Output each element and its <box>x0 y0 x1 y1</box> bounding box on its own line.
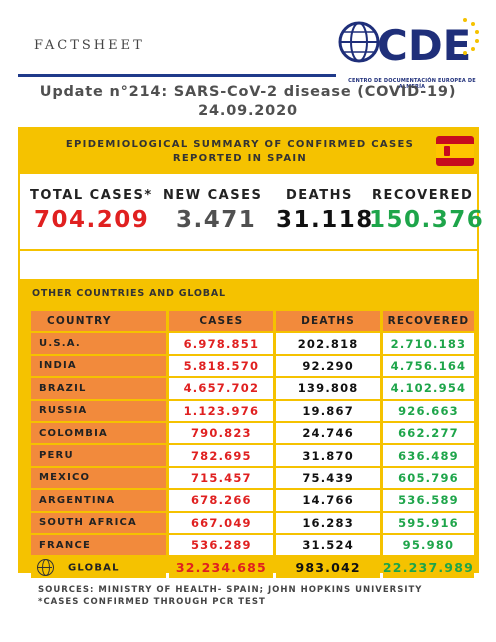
recovered-cell: 4.102.954 <box>382 378 474 399</box>
table-row: BRAZIL 4.657.702 139.808 4.102.954 <box>31 378 474 399</box>
cde-logo: CDE <box>338 18 479 70</box>
country-cell: COLOMBIA <box>31 422 167 444</box>
global-recovered: 22.237.989 <box>382 557 474 578</box>
cases-cell: 6.978.851 <box>169 333 274 354</box>
global-deaths: 983.042 <box>276 557 380 578</box>
global-label: GLOBAL <box>68 562 120 574</box>
factsheet-label: FACTSHEET <box>34 38 145 53</box>
header-rule <box>18 74 336 77</box>
deaths-cell: 14.766 <box>276 490 380 511</box>
recovered-cell: 636.489 <box>382 445 474 466</box>
deaths-value: 31.118 <box>276 207 374 233</box>
cases-cell: 790.823 <box>169 422 274 444</box>
spain-flag-icon <box>436 136 474 166</box>
sources-text: SOURCES: MINISTRY OF HEALTH- SPAIN; JOHN… <box>38 585 423 595</box>
deaths-cell: 92.290 <box>276 355 380 377</box>
globe-icon <box>37 558 54 576</box>
country-cell: RUSSIA <box>31 400 167 421</box>
country-cell: SOUTH AFRICA <box>31 512 167 533</box>
deaths-cell: 19.867 <box>276 400 380 421</box>
update-title: Update n°214: SARS-CoV-2 disease (COVID-… <box>39 84 457 119</box>
deaths-cell: 75.439 <box>276 467 380 489</box>
column-header-deaths: DEATHS <box>276 311 380 332</box>
logo-text: CDE <box>377 21 471 70</box>
deaths-cell: 24.746 <box>276 422 380 444</box>
cases-cell: 536.289 <box>169 534 274 556</box>
deaths-cell: 139.808 <box>276 378 380 399</box>
country-cell: FRANCE <box>31 534 167 556</box>
recovered-cell: 605.796 <box>382 467 474 489</box>
column-header-cases: CASES <box>169 311 274 332</box>
recovered-cell: 926.663 <box>382 400 474 421</box>
cases-cell: 667.049 <box>169 512 274 533</box>
cases-cell: 782.695 <box>169 445 274 466</box>
other-countries-heading: OTHER COUNTRIES AND GLOBAL <box>32 288 226 299</box>
table-row: PERU 782.695 31.870 636.489 <box>31 445 474 466</box>
country-cell: U.S.A. <box>31 333 167 354</box>
recovered-label: RECOVERED <box>372 188 474 203</box>
recovered-value: 150.376 <box>369 207 485 233</box>
cases-cell: 678.266 <box>169 490 274 511</box>
recovered-cell: 4.756.164 <box>382 355 474 377</box>
recovered-cell: 595.916 <box>382 512 474 533</box>
cases-cell: 1.123.976 <box>169 400 274 421</box>
eu-stars-icon <box>463 18 479 55</box>
table-row: INDIA 5.818.570 92.290 4.756.164 <box>31 355 474 377</box>
summary-header: EPIDEMIOLOGICAL SUMMARY OF CONFIRMED CAS… <box>20 129 477 174</box>
new-cases-label: NEW CASES <box>163 188 263 203</box>
table-row: U.S.A. 6.978.851 202.818 2.710.183 <box>31 333 474 354</box>
global-row: GLOBAL 32.234.685 983.042 22.237.989 <box>31 557 474 578</box>
logo-subtitle: CENTRO DE DOCUMENTACIÓN EUROPEA DE ALMER… <box>348 78 476 90</box>
summary-card: EPIDEMIOLOGICAL SUMMARY OF CONFIRMED CAS… <box>18 127 483 578</box>
table-row: ARGENTINA 678.266 14.766 536.589 <box>31 490 474 511</box>
other-countries-header: OTHER COUNTRIES AND GLOBAL <box>20 279 477 309</box>
recovered-cell: 95.980 <box>382 534 474 556</box>
recovered-cell: 536.589 <box>382 490 474 511</box>
summary-heading: EPIDEMIOLOGICAL SUMMARY OF CONFIRMED CAS… <box>65 139 415 164</box>
total-cases-value: 704.209 <box>34 207 150 233</box>
table-row: FRANCE 536.289 31.524 95.980 <box>31 534 474 556</box>
pcr-note: *CASES CONFIRMED THROUGH PCR TEST <box>38 597 266 607</box>
deaths-cell: 202.818 <box>276 333 380 354</box>
deaths-cell: 31.524 <box>276 534 380 556</box>
table-row: SOUTH AFRICA 667.049 16.283 595.916 <box>31 512 474 533</box>
country-cell: BRAZIL <box>31 378 167 399</box>
deaths-label: DEATHS <box>286 188 353 203</box>
sources-footer: SOURCES: MINISTRY OF HEALTH- SPAIN; JOHN… <box>38 584 422 608</box>
table-row: RUSSIA 1.123.976 19.867 926.663 <box>31 400 474 421</box>
column-header-country: COUNTRY <box>31 311 167 332</box>
total-cases-label: TOTAL CASES* <box>30 188 153 203</box>
countries-table-wrap: COUNTRY CASES DEATHS RECOVERED U.S.A. 6.9… <box>20 309 477 578</box>
cases-cell: 715.457 <box>169 467 274 489</box>
country-cell: MEXICO <box>31 467 167 489</box>
country-cell: PERU <box>31 445 167 466</box>
recovered-cell: 2.710.183 <box>382 333 474 354</box>
table-header-row: COUNTRY CASES DEATHS RECOVERED <box>31 311 474 332</box>
recovered-cell: 662.277 <box>382 422 474 444</box>
country-cell: ARGENTINA <box>31 490 167 511</box>
cases-cell: 4.657.702 <box>169 378 274 399</box>
global-cases: 32.234.685 <box>169 557 274 578</box>
column-header-recovered: RECOVERED <box>382 311 474 332</box>
country-cell: INDIA <box>31 355 167 377</box>
deaths-cell: 16.283 <box>276 512 380 533</box>
countries-table: COUNTRY CASES DEATHS RECOVERED U.S.A. 6.9… <box>28 309 477 580</box>
global-label-cell: GLOBAL <box>31 557 167 578</box>
globe-logo-icon <box>338 21 380 63</box>
table-row: MEXICO 715.457 75.439 605.796 <box>31 467 474 489</box>
new-cases-value: 3.471 <box>176 207 257 233</box>
deaths-cell: 31.870 <box>276 445 380 466</box>
table-row: COLOMBIA 790.823 24.746 662.277 <box>31 422 474 444</box>
summary-divider <box>20 249 477 251</box>
cases-cell: 5.818.570 <box>169 355 274 377</box>
